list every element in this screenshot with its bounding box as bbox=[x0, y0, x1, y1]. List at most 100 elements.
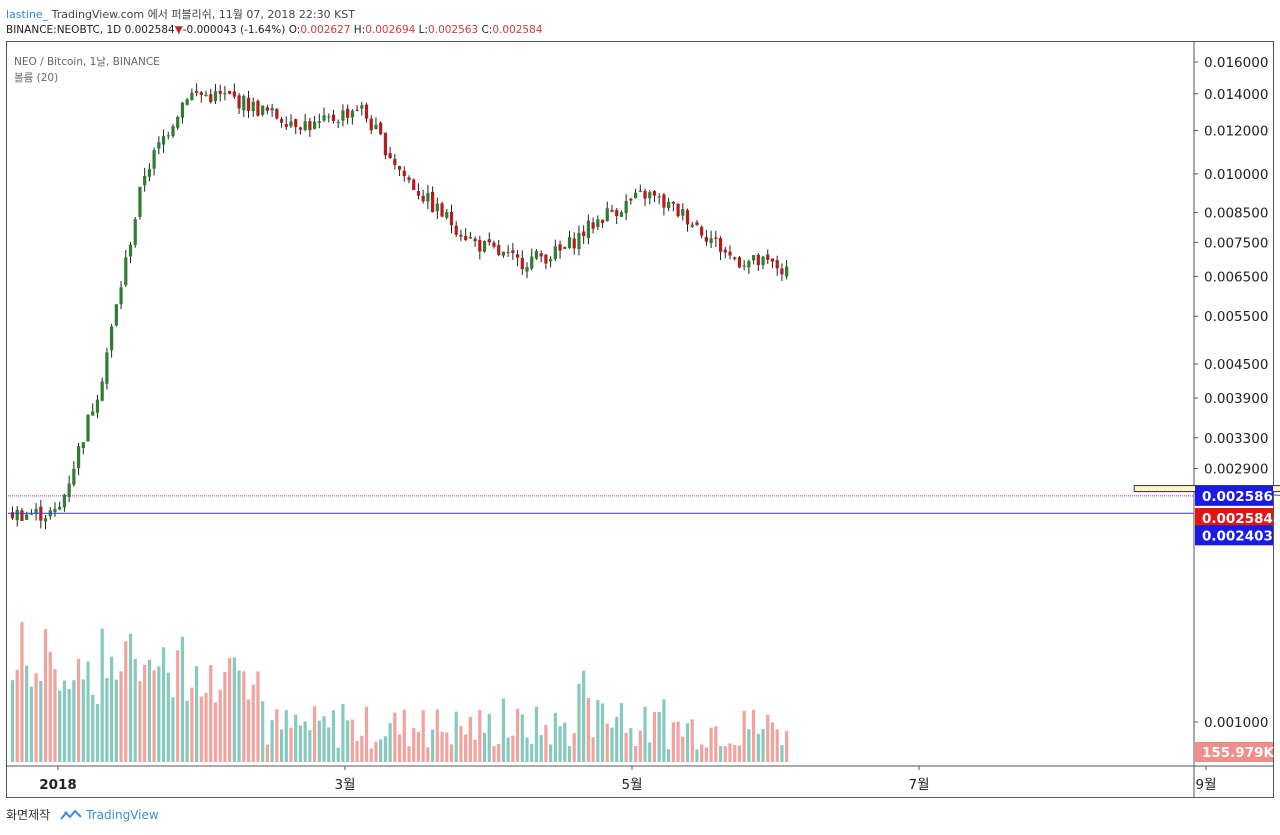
volume-bar bbox=[482, 732, 487, 762]
candle-body bbox=[473, 238, 477, 241]
volume-bar bbox=[237, 670, 241, 762]
volume-bar bbox=[275, 709, 279, 762]
volume-bar bbox=[756, 733, 760, 762]
volume-bar bbox=[341, 703, 345, 762]
candle-body bbox=[369, 118, 373, 131]
volume-bar bbox=[577, 683, 581, 762]
volume-bar bbox=[294, 714, 298, 762]
volume-bar bbox=[511, 735, 515, 762]
volume-bar bbox=[780, 745, 784, 762]
chart-frame[interactable] bbox=[6, 41, 1274, 798]
volume-bar bbox=[72, 680, 76, 762]
candle-body bbox=[242, 95, 246, 111]
volume-bar bbox=[15, 669, 19, 762]
candle-body bbox=[586, 220, 590, 239]
volume-bar bbox=[62, 680, 67, 762]
volume-bar bbox=[20, 621, 24, 762]
volume-bar bbox=[393, 712, 397, 762]
candle-body bbox=[657, 196, 661, 198]
author-name[interactable]: lastine_ bbox=[6, 8, 49, 21]
candle-body bbox=[114, 304, 118, 326]
volume-bar bbox=[416, 731, 421, 762]
volume-bar bbox=[412, 728, 416, 762]
volume-bar bbox=[459, 725, 463, 762]
volume-bar bbox=[638, 730, 642, 762]
snapshot-label: 화면제작 bbox=[6, 808, 51, 822]
volume-bar bbox=[676, 721, 680, 762]
legend-volume: 볼륨 (20) bbox=[14, 72, 59, 84]
candle-body bbox=[416, 191, 421, 196]
volume-bar bbox=[770, 722, 775, 762]
volume-bar bbox=[431, 729, 435, 762]
down-arrow-icon: ▼ bbox=[174, 24, 183, 36]
volume-bar bbox=[766, 714, 770, 762]
candle-body bbox=[718, 238, 723, 252]
price-chart[interactable]: 0.016000 0.014000 0.012000 0.010000 0.008500… bbox=[0, 0, 1280, 800]
volume-bar bbox=[671, 722, 675, 762]
candle-body bbox=[530, 256, 534, 269]
candle-body bbox=[704, 237, 708, 242]
volume-bar bbox=[176, 650, 180, 762]
volume-bar bbox=[468, 717, 472, 762]
candle-body bbox=[298, 127, 303, 130]
volume-bar bbox=[700, 744, 704, 762]
candle-body bbox=[775, 260, 779, 269]
candle-body bbox=[76, 446, 81, 469]
candle-body bbox=[492, 242, 496, 247]
candle-body bbox=[723, 249, 727, 253]
candle-body bbox=[34, 508, 38, 514]
volume-bar bbox=[733, 744, 737, 762]
volume-bar bbox=[185, 700, 189, 762]
volume-bar bbox=[718, 745, 723, 762]
y-tick-label: 0.014000 bbox=[1204, 87, 1268, 103]
volume-bar bbox=[596, 700, 600, 762]
candle-body bbox=[124, 257, 128, 286]
volume-bar bbox=[695, 749, 699, 762]
candle-body bbox=[591, 222, 595, 229]
candle-body bbox=[209, 94, 213, 102]
candle-body bbox=[10, 512, 15, 519]
volume-bar bbox=[53, 669, 57, 762]
y-tick-label: 0.003900 bbox=[1204, 391, 1268, 407]
candle-body bbox=[709, 238, 713, 244]
volume-bar bbox=[624, 732, 628, 762]
candle-body bbox=[459, 234, 463, 237]
volume-bar bbox=[464, 734, 468, 762]
candle-body bbox=[600, 219, 605, 224]
candle-body bbox=[327, 116, 331, 118]
volume-bar bbox=[709, 727, 713, 762]
volume-bar bbox=[199, 696, 203, 762]
volume-bar bbox=[143, 664, 147, 762]
volume-bar bbox=[374, 741, 378, 762]
candle-body bbox=[676, 203, 680, 217]
volume-bar bbox=[161, 647, 166, 762]
candle-body bbox=[671, 202, 675, 204]
candle-body bbox=[525, 267, 529, 272]
volume-bar bbox=[190, 687, 194, 762]
candle-body bbox=[67, 483, 71, 497]
volume-bar bbox=[355, 740, 359, 762]
candle-body bbox=[20, 510, 24, 521]
candle-body bbox=[138, 186, 142, 217]
symbol-label: BINANCE:NEOBTC, 1D bbox=[6, 24, 122, 36]
volume-bar bbox=[487, 713, 491, 762]
candle-body bbox=[407, 177, 411, 181]
volume-bar bbox=[114, 679, 118, 762]
candle-body bbox=[308, 121, 312, 131]
tradingview-logo[interactable]: TradingView bbox=[60, 808, 159, 822]
volume-bar bbox=[265, 744, 269, 762]
volume-bar bbox=[605, 723, 609, 762]
candle-body bbox=[128, 244, 133, 257]
candle-body bbox=[468, 236, 472, 239]
volume-bar bbox=[10, 680, 15, 762]
volume-bar bbox=[497, 743, 501, 762]
candle-body bbox=[166, 135, 170, 137]
volume-bar bbox=[218, 689, 222, 762]
candle-body bbox=[544, 254, 548, 264]
candle-body bbox=[577, 232, 581, 250]
candle-body bbox=[549, 259, 553, 262]
volume-bar bbox=[435, 709, 439, 762]
candle-body bbox=[700, 226, 704, 236]
candle-body bbox=[733, 257, 737, 259]
candle-body bbox=[199, 92, 203, 95]
